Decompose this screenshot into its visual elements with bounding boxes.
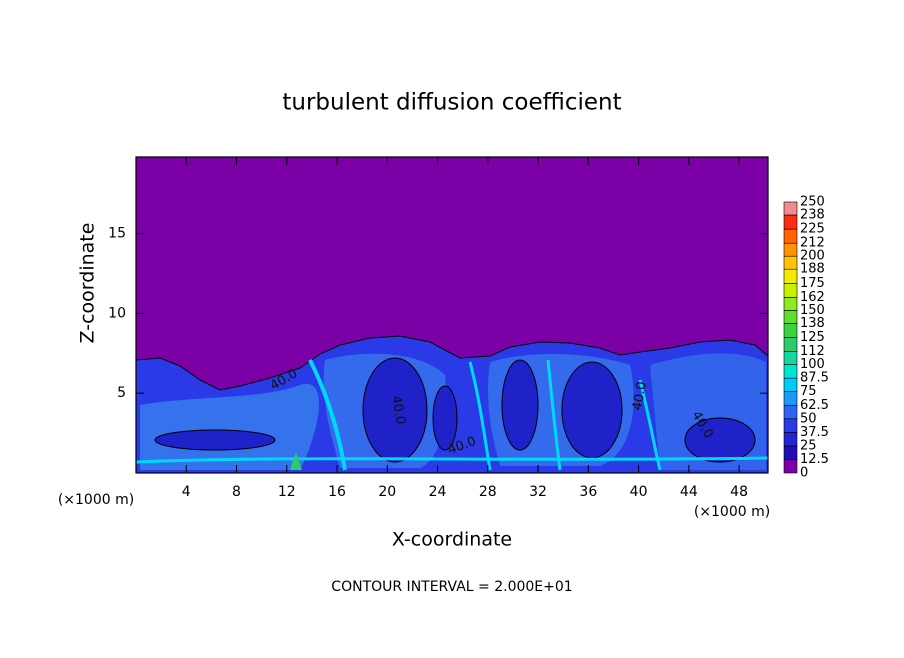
y-tick-label: 10: [108, 305, 126, 321]
x-tick-label: 4: [182, 484, 191, 500]
x-tick-label: 12: [278, 484, 296, 500]
colorbar-cell: [783, 404, 798, 420]
colorbar-label: 212: [800, 236, 825, 251]
colorbar-label: 75: [800, 384, 817, 399]
y-tick-label: 15: [108, 226, 126, 242]
x-tick-label: 24: [429, 484, 447, 500]
colorbar-cell: [783, 214, 798, 230]
contour-label: 40.0: [630, 380, 650, 411]
colorbar-label: 50: [800, 411, 817, 426]
colorbar-label: 175: [800, 276, 825, 291]
colorbar-cell: [783, 310, 798, 324]
x-unit: (×1000 m): [694, 504, 770, 520]
colorbar-label: 87.5: [800, 371, 829, 386]
colorbar-cell: [783, 255, 798, 270]
colorbar-cell: [783, 282, 798, 298]
colorbar-label: 138: [800, 316, 825, 331]
colorbar-cell: [783, 377, 798, 392]
y-tick-label: 5: [117, 385, 126, 401]
colorbar-cell: [783, 268, 798, 284]
x-tick-label: 8: [232, 484, 241, 500]
annotation: CONTOUR INTERVAL = 2.000E+01: [331, 579, 572, 595]
field: [135, 157, 769, 474]
contour-label: 40.0: [388, 394, 408, 425]
x-tick-label: 48: [730, 484, 748, 500]
colorbar-cell: [783, 351, 798, 365]
colorbar-label: 250: [800, 195, 825, 210]
colorbar-label: 100: [800, 357, 825, 372]
colorbar-cell: [783, 445, 798, 460]
colorbar-label: 225: [800, 222, 825, 237]
colorbar-cell: [783, 201, 798, 216]
colorbar-cell: [783, 337, 798, 352]
colorbar-label: 12.5: [800, 452, 829, 467]
colorbar-cell: [783, 418, 798, 433]
colorbar-cell: [783, 432, 798, 447]
colorbar-cell: [783, 323, 798, 338]
colorbar-label: 188: [800, 262, 825, 277]
x-tick-label: 20: [378, 484, 396, 500]
colorbar-label: 25: [800, 438, 817, 453]
x-axis-label: X-coordinate: [392, 529, 512, 551]
x-tick-label: 32: [529, 484, 547, 500]
colorbar-cell: [783, 459, 798, 474]
colorbar-cell: [783, 297, 798, 311]
colorbar-label: 125: [800, 330, 825, 345]
x-tick-label: 40: [630, 484, 648, 500]
colorbar-label: 0: [800, 466, 808, 481]
y-axis-label: Z-coordinate: [77, 223, 99, 344]
colorbar-cell: [783, 228, 798, 244]
plot-frame: [135, 156, 769, 474]
colorbar-label: 238: [800, 208, 825, 223]
x-unit: (×1000 m): [58, 492, 134, 508]
colorbar-label: 150: [800, 303, 825, 318]
colorbar-label: 200: [800, 249, 825, 264]
x-tick-label: 16: [328, 484, 346, 500]
colorbar-cell: [783, 242, 798, 257]
colorbar-label: 62.5: [800, 398, 829, 413]
colorbar-label: 37.5: [800, 425, 829, 440]
colorbar-cell: [783, 364, 798, 379]
x-tick-label: 28: [479, 484, 497, 500]
chart-title: turbulent diffusion coefficient: [282, 90, 621, 116]
x-tick-label: 36: [579, 484, 597, 500]
colorbar-label: 112: [800, 344, 825, 359]
colorbar-cell: [783, 391, 798, 406]
x-tick-label: 44: [680, 484, 698, 500]
colorbar-label: 162: [800, 290, 825, 305]
